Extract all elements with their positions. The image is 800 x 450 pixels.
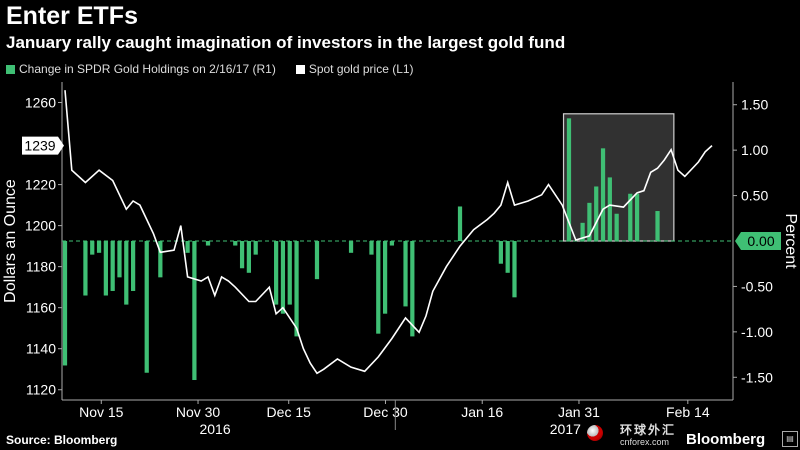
right-tick-label: 1.50 [741, 97, 768, 113]
holdings-bar [192, 241, 197, 381]
holdings-bar [294, 241, 299, 337]
holdings-bar [614, 213, 619, 241]
holdings-bar [117, 241, 122, 278]
holdings-bar [628, 193, 633, 241]
holdings-bar [144, 241, 149, 373]
right-tick-label: -1.00 [741, 324, 773, 340]
last-price-callout-text: 1239 [24, 138, 55, 154]
holdings-bar [403, 241, 408, 307]
page-subtitle: January rally caught imagination of inve… [6, 33, 566, 52]
holdings-bar [566, 118, 572, 241]
x-year-label: 2017 [550, 421, 581, 437]
holdings-bar [457, 206, 463, 241]
holdings-bar [594, 186, 599, 241]
holdings-bar [274, 241, 279, 305]
holdings-bar [130, 241, 136, 291]
holdings-bar [634, 193, 640, 241]
holdings-bar [505, 241, 510, 273]
x-tick-label: Nov 15 [79, 404, 124, 420]
chart-legend: Change in SPDR Gold Holdings on 2/16/17 … [6, 62, 434, 76]
left-tick-label: 1160 [26, 300, 56, 316]
x-tick-label: Nov 30 [176, 404, 221, 420]
legend-label-spot-gold: Spot gold price (L1) [308, 62, 414, 76]
watermark-domain: cnforex.com [620, 437, 670, 447]
holdings-bar [233, 241, 238, 246]
holdings-bar [348, 241, 354, 253]
holdings-bar [498, 241, 503, 264]
holdings-bar [580, 222, 585, 241]
left-axis-label: Dollars an Ounce [2, 179, 19, 303]
last-price-callout-box [22, 136, 64, 155]
zero-callout-text: 0.00 [747, 233, 774, 249]
holdings-bar [90, 241, 95, 255]
brand-logo: Bloomberg [686, 431, 766, 448]
left-tick-label: 1200 [25, 218, 56, 234]
brand-icon: ▤ [782, 431, 798, 447]
legend-label-holdings: Change in SPDR Gold Holdings on 2/16/17 … [19, 62, 276, 76]
holdings-bar [110, 241, 115, 291]
left-tick-label: 1260 [25, 95, 56, 111]
holdings-bar [389, 241, 395, 246]
holdings-bar [280, 241, 286, 314]
holdings-bar [124, 241, 129, 305]
holdings-bar [185, 241, 190, 253]
holdings-bar [382, 241, 388, 314]
left-tick-label: 1140 [26, 341, 56, 357]
right-axis-label: Percent [782, 213, 799, 269]
left-tick-label: 1220 [25, 177, 56, 193]
holdings-bar [62, 241, 68, 366]
zero-callout-box [735, 232, 781, 250]
right-tick-label: -1.50 [741, 369, 773, 385]
x-tick-label: Jan 31 [558, 404, 600, 420]
x-year-label: 2016 [199, 421, 230, 437]
watermark-logo-icon [587, 425, 603, 441]
holdings-bar [587, 202, 592, 241]
holdings-bar [253, 241, 258, 255]
x-tick-label: Feb 14 [666, 404, 710, 420]
x-tick-label: Jan 16 [461, 404, 503, 420]
x-tick-label: Dec 30 [363, 404, 408, 420]
left-tick-label: 1120 [26, 382, 56, 398]
holdings-bar [314, 241, 320, 280]
legend-item-holdings: Change in SPDR Gold Holdings on 2/16/17 … [6, 62, 276, 76]
holdings-bar [205, 241, 211, 246]
holdings-bar [246, 241, 251, 273]
holdings-bar [655, 211, 660, 241]
holdings-bar [600, 148, 606, 241]
legend-swatch-holdings [6, 64, 15, 74]
holdings-bar [410, 241, 415, 337]
holdings-bar [607, 177, 612, 241]
left-tick-label: 1180 [26, 259, 56, 275]
source-note: Source: Bloomberg [6, 433, 118, 447]
holdings-bar [287, 241, 292, 305]
holdings-bar [369, 241, 374, 255]
page-title: Enter ETFs [6, 2, 138, 30]
right-tick-label: 1.00 [741, 142, 768, 158]
spot-gold-line [64, 90, 713, 375]
holdings-bar [239, 241, 245, 269]
holdings-bar [512, 241, 517, 298]
right-tick-label: 0.50 [741, 188, 768, 204]
x-tick-label: Dec 15 [267, 404, 312, 420]
watermark-text: 环球外汇 [620, 423, 677, 437]
watermark: 环球外汇 cnforex.com [596, 424, 676, 448]
legend-swatch-spot-gold [295, 64, 305, 74]
right-tick-label: -0.50 [741, 278, 773, 294]
holdings-bar [158, 241, 163, 278]
holdings-bar [83, 241, 88, 296]
legend-item-spot-gold: Spot gold price (L1) [295, 62, 414, 76]
holdings-bar [376, 241, 381, 334]
holdings-bar [103, 241, 108, 296]
holdings-bar [96, 241, 102, 253]
